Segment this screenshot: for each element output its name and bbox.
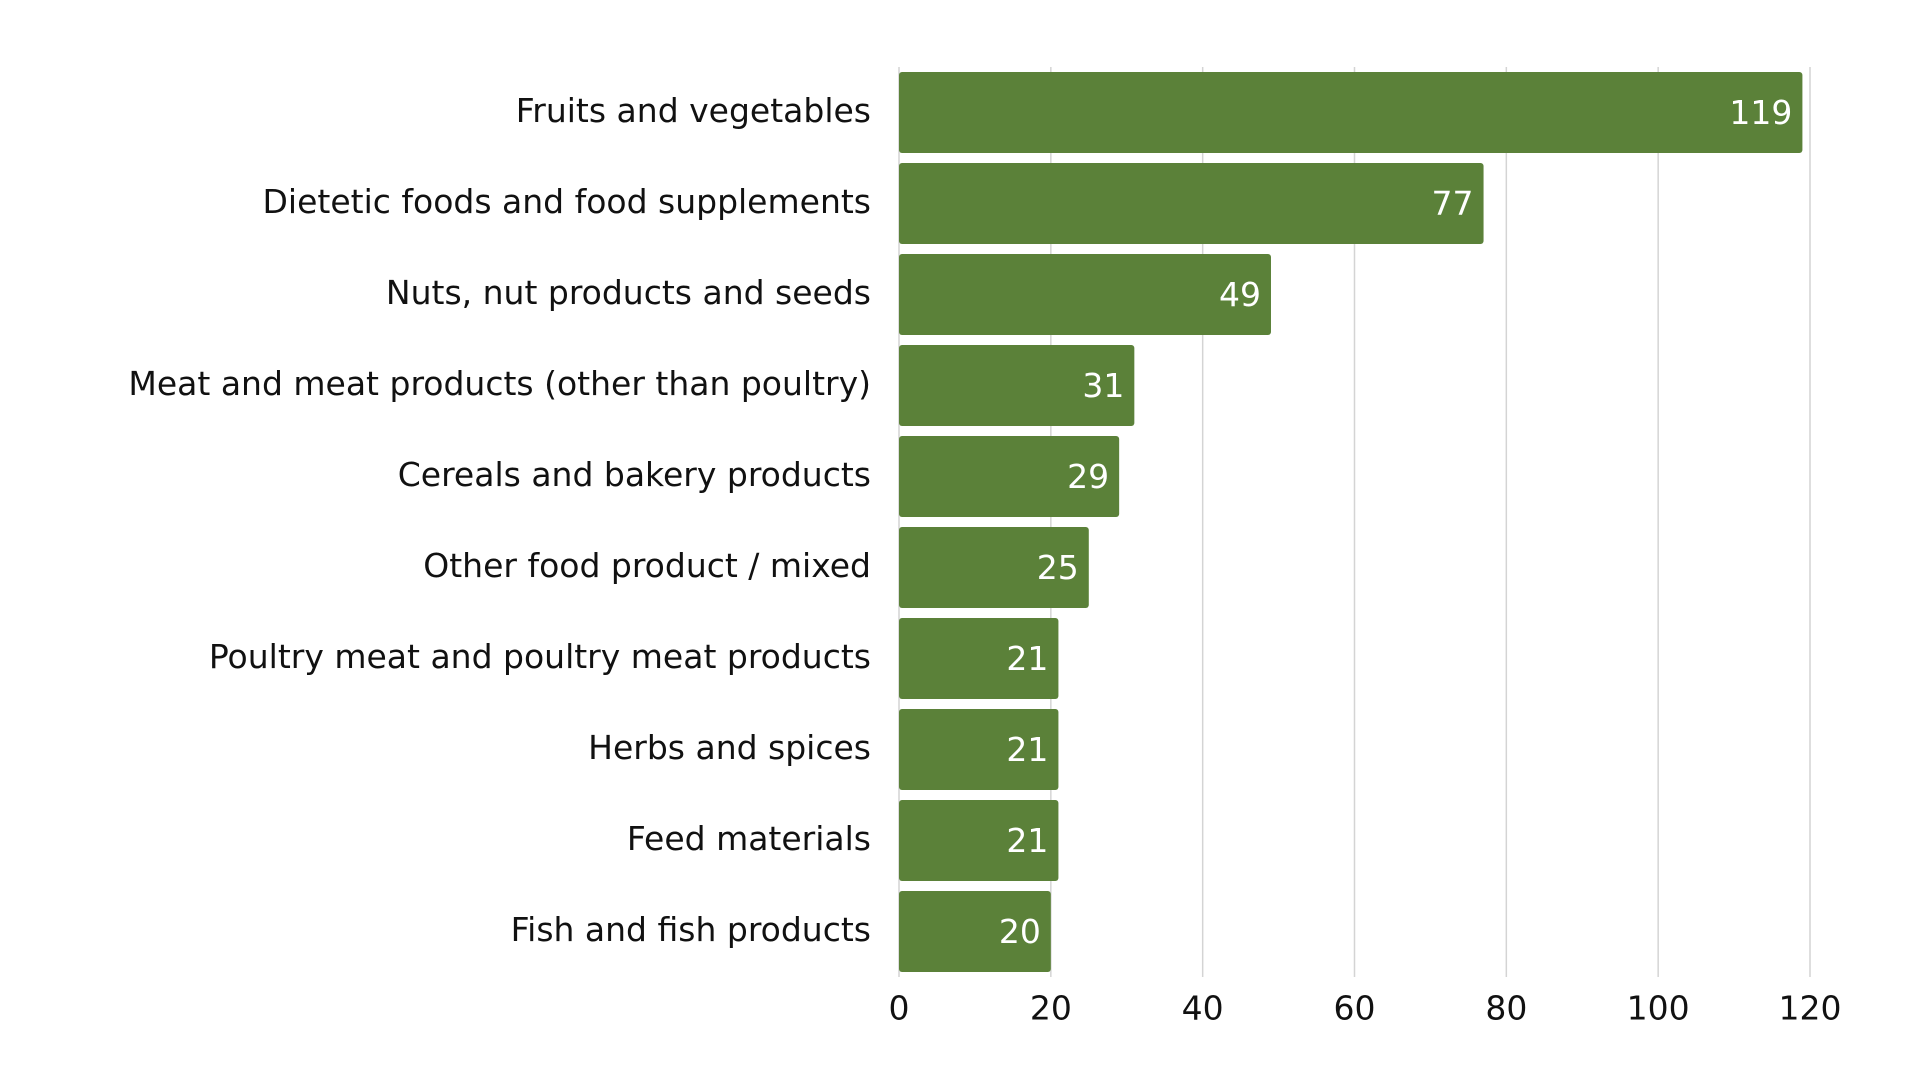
- y-tick-label: Herbs and spices: [588, 728, 871, 767]
- y-tick-label: Nuts, nut products and seeds: [386, 273, 871, 312]
- data-label: 25: [1037, 548, 1079, 587]
- x-tick-label: 100: [1627, 989, 1690, 1028]
- bar: [899, 618, 1059, 699]
- data-label: 29: [1067, 457, 1109, 496]
- data-label: 119: [1729, 93, 1792, 132]
- y-tick-label: Fruits and vegetables: [516, 91, 871, 130]
- data-label: 49: [1219, 275, 1261, 314]
- data-label: 21: [1006, 730, 1048, 769]
- y-tick-label: Poultry meat and poultry meat products: [209, 637, 871, 676]
- y-tick-label: Feed materials: [627, 819, 871, 858]
- y-tick-label: Other food product / mixed: [423, 546, 871, 585]
- data-label: 20: [999, 912, 1041, 951]
- x-tick-label: 0: [889, 989, 910, 1028]
- x-tick-label: 80: [1485, 989, 1527, 1028]
- y-tick-label: Dietetic foods and food supplements: [263, 182, 871, 221]
- x-tick-label: 120: [1779, 989, 1842, 1028]
- x-tick-label: 60: [1334, 989, 1376, 1028]
- bar: [899, 254, 1271, 335]
- data-label: 77: [1432, 184, 1474, 223]
- bar: [899, 345, 1135, 426]
- y-tick-label: Cereals and bakery products: [398, 455, 871, 494]
- data-label: 21: [1006, 821, 1048, 860]
- bar: [899, 72, 1803, 153]
- bar: [899, 891, 1051, 972]
- x-tick-label: 20: [1030, 989, 1072, 1028]
- y-tick-label: Meat and meat products (other than poult…: [128, 364, 871, 403]
- data-label: 31: [1082, 366, 1124, 405]
- bar: [899, 709, 1059, 790]
- bar: [899, 163, 1484, 244]
- y-tick-label: Fish and fish products: [511, 910, 871, 949]
- bar: [899, 800, 1059, 881]
- data-label: 21: [1006, 639, 1048, 678]
- bar: [899, 527, 1089, 608]
- bar: [899, 436, 1120, 517]
- x-tick-label: 40: [1182, 989, 1224, 1028]
